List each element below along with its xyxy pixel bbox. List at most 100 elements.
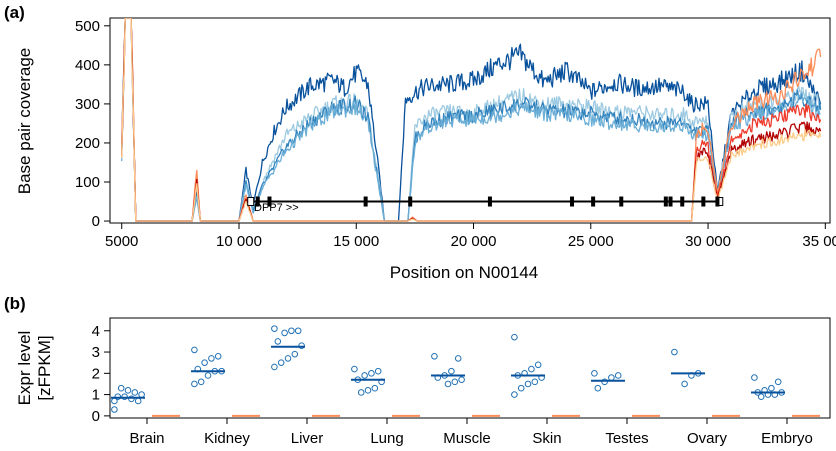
data-point-embryo-3 (768, 384, 775, 392)
exon-4 (408, 196, 413, 207)
data-point-brain-9 (117, 384, 125, 392)
y-tick-label-200: 200 (75, 135, 100, 152)
data-point-ovary-1 (671, 348, 678, 356)
exon-6 (570, 196, 575, 207)
y-tick-label-0: 0 (92, 213, 100, 230)
b-y-tick-label-1: 1 (92, 387, 100, 404)
data-point-lung-7 (371, 384, 379, 392)
panel-a-y-label: Base pair coverage (15, 48, 34, 194)
data-point-lung-4 (361, 372, 368, 379)
category-label-lung: Lung (370, 430, 403, 447)
category-label-ovary: Ovary (687, 430, 728, 447)
x-tick-label-5000: 5000 (105, 233, 138, 250)
data-point-brain-1 (111, 406, 118, 413)
data-point-brain-3 (128, 395, 135, 403)
data-point-embryo-2 (774, 378, 782, 386)
data-point-liver-2 (294, 327, 302, 335)
b-y-tick-label-0: 0 (92, 408, 100, 425)
data-point-skin-8 (524, 380, 532, 388)
data-point-skin-3 (528, 365, 535, 373)
y-tick-label-400: 400 (75, 57, 100, 74)
exon-12 (701, 196, 706, 207)
data-point-kidney-2 (214, 352, 222, 360)
data-point-skin-10 (511, 391, 518, 398)
data-point-skin-9 (517, 384, 525, 392)
data-point-skin-7 (531, 378, 539, 386)
exon-7 (591, 196, 596, 207)
data-point-testes-1 (591, 370, 598, 377)
data-point-brain-2 (134, 397, 142, 405)
data-point-testes-2 (614, 372, 622, 379)
panel-b-x-axis: Brain Kidney Liver Lung Muscle Skin Testes Ovar… (129, 418, 813, 447)
data-point-muscle-3 (448, 367, 455, 375)
exon-10 (668, 196, 673, 207)
category-label-skin: Skin (532, 430, 561, 447)
data-point-lung-2 (374, 367, 382, 375)
x-tick-label-15000: 15 000 (333, 233, 379, 250)
data-point-lung-9 (357, 389, 365, 396)
data-point-brain-5 (114, 393, 122, 401)
x-tick-label-35000: 35 000 (802, 233, 836, 250)
panel-a-label: (a) (4, 3, 25, 22)
exon-11 (680, 196, 685, 207)
data-point-muscle-8 (444, 380, 452, 388)
category-label-kidney: Kidney (204, 430, 250, 447)
data-point-ovary-4 (681, 380, 688, 388)
data-point-muscle-6 (458, 376, 465, 384)
data-point-testes-4 (601, 378, 608, 386)
panel-a-series (121, 18, 822, 222)
panel-b-y-axis: 0 1 2 3 4 (92, 323, 110, 425)
data-point-brain-8 (124, 387, 132, 394)
data-point-kidney-1 (191, 346, 198, 354)
category-label-brain: Brain (129, 430, 164, 447)
category-label-embryo: Embryo (761, 430, 813, 447)
data-point-skin-2 (534, 361, 542, 369)
data-point-embryo-1 (751, 374, 758, 381)
exon-2 (267, 196, 272, 207)
x-tick-label-25000: 25 000 (568, 233, 614, 250)
data-point-kidney-8 (204, 372, 212, 379)
panel-b-groups (111, 325, 820, 417)
gene-label: DPP7 >> (254, 202, 299, 214)
panel-a-x-axis: 5000 10 000 15 000 20 000 25 000 30 000 35 000 (105, 223, 836, 250)
x-tick-label-20000: 20 000 (451, 233, 497, 250)
y-tick-label-100: 100 (75, 174, 100, 191)
exon-1 (255, 196, 260, 207)
category-label-muscle: Muscle (443, 430, 491, 447)
gene-start-box (247, 197, 255, 207)
data-point-kidney-9 (197, 378, 205, 386)
b-y-tick-label-3: 3 (92, 344, 100, 361)
data-point-testes-5 (594, 384, 602, 392)
data-point-skin-1 (511, 333, 518, 341)
panel-a-x-label: Position on N00144 (390, 263, 538, 282)
data-point-muscle-2 (454, 355, 462, 362)
data-point-liver-9 (277, 359, 285, 366)
data-point-brain-7 (131, 389, 139, 396)
category-label-testes: Testes (605, 430, 648, 447)
data-point-liver-1 (271, 325, 278, 332)
data-point-liver-5 (274, 338, 282, 345)
panel-b-y-label-units: [zFPKM] (35, 335, 54, 400)
b-y-tick-label-4: 4 (92, 323, 100, 340)
exon-13 (715, 196, 720, 207)
x-tick-label-10000: 10 000 (216, 233, 262, 250)
data-point-muscle-7 (451, 378, 459, 386)
data-point-testes-3 (608, 374, 615, 381)
data-point-brain-10 (111, 397, 118, 405)
data-point-kidney-10 (191, 380, 198, 388)
category-label-liver: Liver (291, 430, 324, 447)
data-point-liver-8 (284, 355, 292, 362)
exon-8 (619, 196, 624, 207)
data-point-embryo-9 (757, 393, 765, 401)
data-point-liver-7 (291, 350, 299, 358)
coverage-series-8 (121, 18, 822, 222)
panel-b-frame (109, 317, 831, 419)
data-point-lung-3 (368, 370, 375, 377)
exon-3 (363, 196, 368, 207)
b-y-tick-label-2: 2 (92, 365, 100, 382)
data-point-brain-6 (138, 391, 145, 398)
y-tick-label-300: 300 (75, 96, 100, 113)
data-point-liver-6 (298, 342, 305, 349)
data-point-liver-10 (271, 363, 278, 371)
data-point-kidney-3 (208, 355, 215, 362)
